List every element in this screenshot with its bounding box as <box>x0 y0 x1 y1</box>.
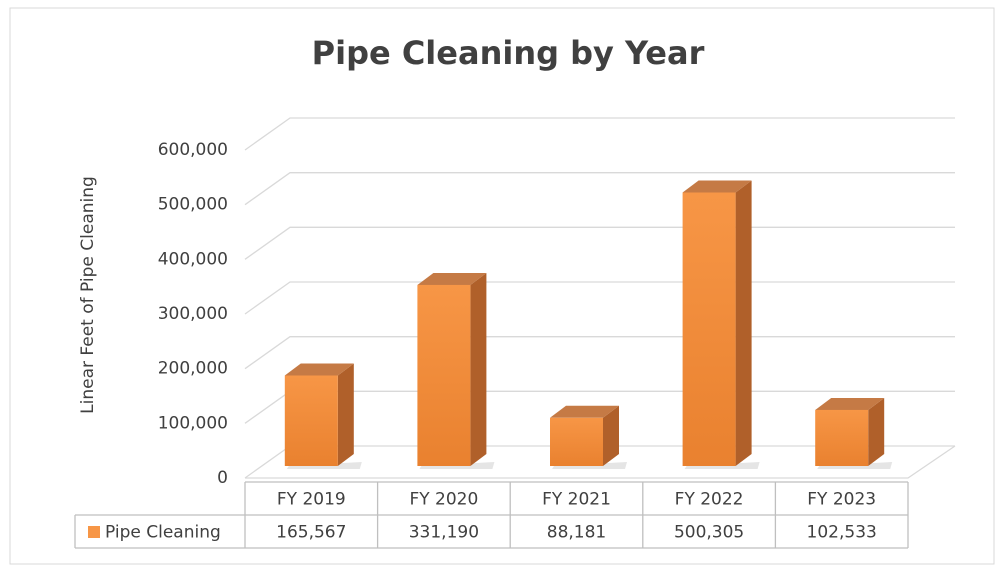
bar-top <box>284 363 354 376</box>
bar-side <box>868 397 885 466</box>
chart-title: Pipe Cleaning by Year <box>312 34 705 72</box>
x-tick-label: FY 2023 <box>807 490 876 510</box>
legend-key <box>88 526 100 538</box>
table-value: 165,567 <box>276 523 346 543</box>
table-value: 500,305 <box>674 523 744 543</box>
x-tick-label: FY 2022 <box>675 490 744 510</box>
y-tick-label: 400,000 <box>158 249 228 269</box>
bar-side <box>470 272 487 466</box>
bar <box>550 417 603 466</box>
y-tick-label: 600,000 <box>158 140 228 160</box>
bar-top <box>815 397 885 410</box>
floor <box>245 445 956 479</box>
x-tick-label: FY 2019 <box>277 490 346 510</box>
bar-side <box>603 405 619 466</box>
bar-side <box>337 363 354 466</box>
bar <box>815 409 869 466</box>
bar-top <box>550 405 619 418</box>
bar <box>682 192 736 466</box>
chart-frame <box>9 7 995 565</box>
bar-top <box>417 272 487 285</box>
x-tick-label: FY 2020 <box>409 490 478 510</box>
y-tick-label: 0 <box>217 468 228 488</box>
bar-side <box>735 180 752 466</box>
table-value: 102,533 <box>807 523 877 543</box>
bar-top <box>682 180 752 193</box>
legend-label: Pipe Cleaning <box>105 523 221 543</box>
grid-line <box>244 172 955 206</box>
table-value: 88,181 <box>547 523 606 543</box>
table-value: 331,190 <box>409 523 479 543</box>
y-axis-label: Linear Feet of Pipe Cleaning <box>78 176 98 414</box>
y-tick-label: 300,000 <box>158 304 228 324</box>
y-tick-label: 100,000 <box>158 413 228 433</box>
x-tick-label: FY 2021 <box>542 490 611 510</box>
grid-line <box>244 117 955 151</box>
y-tick-label: 200,000 <box>158 359 228 379</box>
bar <box>284 375 338 466</box>
bar <box>417 284 471 466</box>
y-tick-label: 500,000 <box>158 195 228 215</box>
